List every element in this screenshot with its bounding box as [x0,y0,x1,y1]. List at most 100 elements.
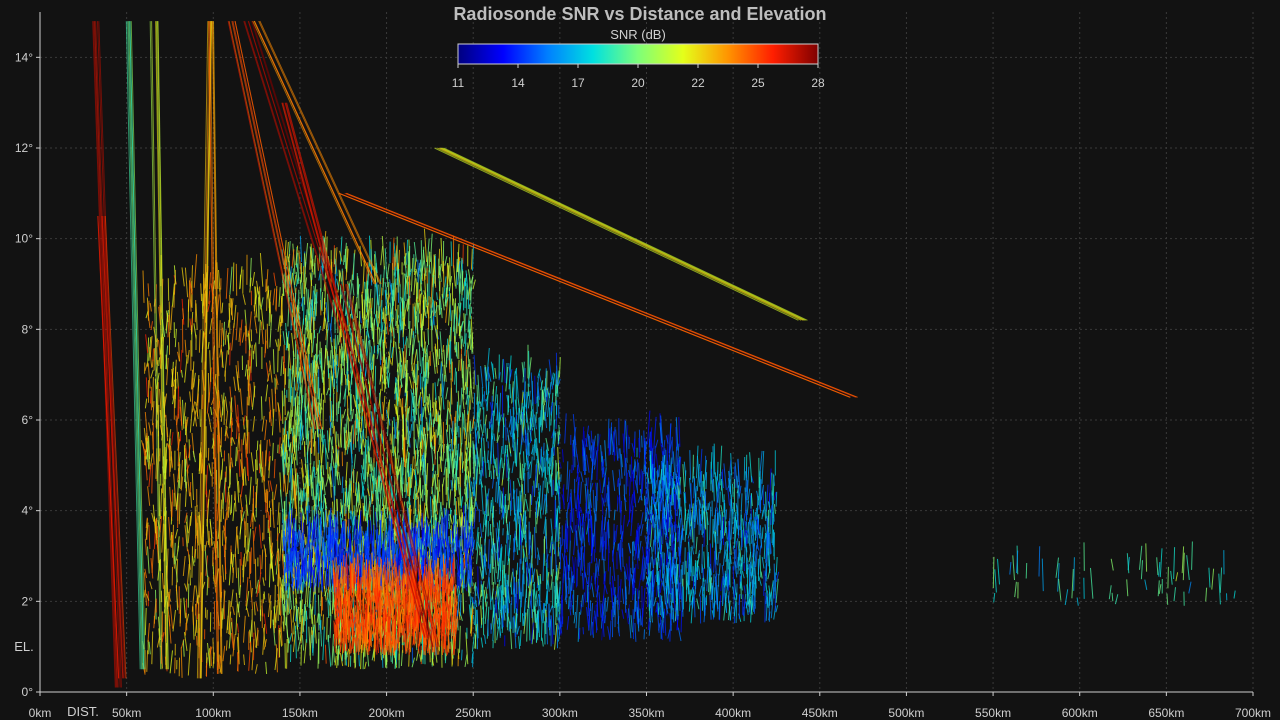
data-point [411,365,415,378]
data-point [194,534,197,558]
data-point [396,304,399,329]
data-point [218,320,221,348]
data-point [399,384,402,396]
data-point [185,421,188,443]
data-point [239,266,243,290]
data-point [230,298,234,321]
data-point [349,374,353,390]
data-point [327,534,330,566]
data-point [404,336,408,346]
data-point [238,436,241,452]
data-point [327,356,330,378]
data-point [409,467,412,496]
data-point [279,529,283,562]
data-point [186,564,190,590]
data-point [401,301,404,330]
data-point [457,264,461,294]
data-point [339,369,342,404]
data-point [360,644,362,670]
data-point [380,287,383,307]
data-point [423,427,426,437]
data-point [331,466,335,501]
data-point [208,367,212,402]
data-point [432,464,435,478]
data-point [443,517,445,547]
data-point [392,272,396,306]
data-point [349,640,351,652]
data-point [349,511,354,526]
data-point [368,614,372,646]
data-point [327,592,330,619]
data-point [224,396,228,412]
data-point [371,310,373,331]
data-point [438,536,441,559]
data-point [392,237,395,270]
data-point [150,369,154,379]
data-point [385,409,389,418]
data-point [187,516,192,544]
data-point [165,414,169,442]
data-point [234,493,236,501]
data-point [299,573,302,591]
data-point [438,305,441,316]
data-point [166,357,169,386]
data-point [413,523,417,548]
data-point [148,435,151,460]
data-point [185,612,188,631]
data-point [322,477,326,496]
data-point [309,272,313,286]
data-point [306,561,309,569]
data-point [409,376,413,389]
data-point [417,496,421,527]
data-point [412,388,416,421]
data-point [422,404,426,418]
data-point [384,561,388,584]
data-point [371,493,374,502]
data-point [287,637,290,653]
data-point [386,263,390,280]
data-point [465,413,469,446]
data-point [439,397,443,427]
data-point [148,465,152,487]
data-point [225,640,228,651]
data-point [334,514,337,539]
data-point [273,272,277,287]
data-point [382,617,385,632]
data-point [343,255,345,265]
data-point [436,601,441,614]
data-point [397,609,401,620]
data-point [459,594,462,616]
data-point [299,608,303,642]
data-point [469,550,472,562]
data-point [189,511,193,526]
data-point [391,321,395,339]
data-point [253,601,256,616]
data-point [310,522,315,547]
data-point [436,522,439,556]
data-point [428,264,431,274]
data-point [208,463,212,477]
data-point [422,502,426,528]
data-point [339,528,343,549]
data-point [300,425,304,441]
data-point [378,388,382,409]
data-point [189,281,193,295]
data-point [426,550,430,569]
data-point [339,250,343,262]
data-point [437,444,441,453]
data-point [171,361,174,387]
data-point [286,449,289,460]
data-point [377,636,380,645]
data-point [289,452,293,483]
data-point [264,329,267,354]
data-point [245,590,250,611]
data-point [451,542,453,569]
data-point [377,467,380,500]
data-point [355,599,360,611]
data-point [231,617,235,651]
data-point [309,463,313,489]
data-point [329,350,332,368]
data-point [263,613,268,634]
data-point [436,325,439,357]
data-point [412,485,416,500]
